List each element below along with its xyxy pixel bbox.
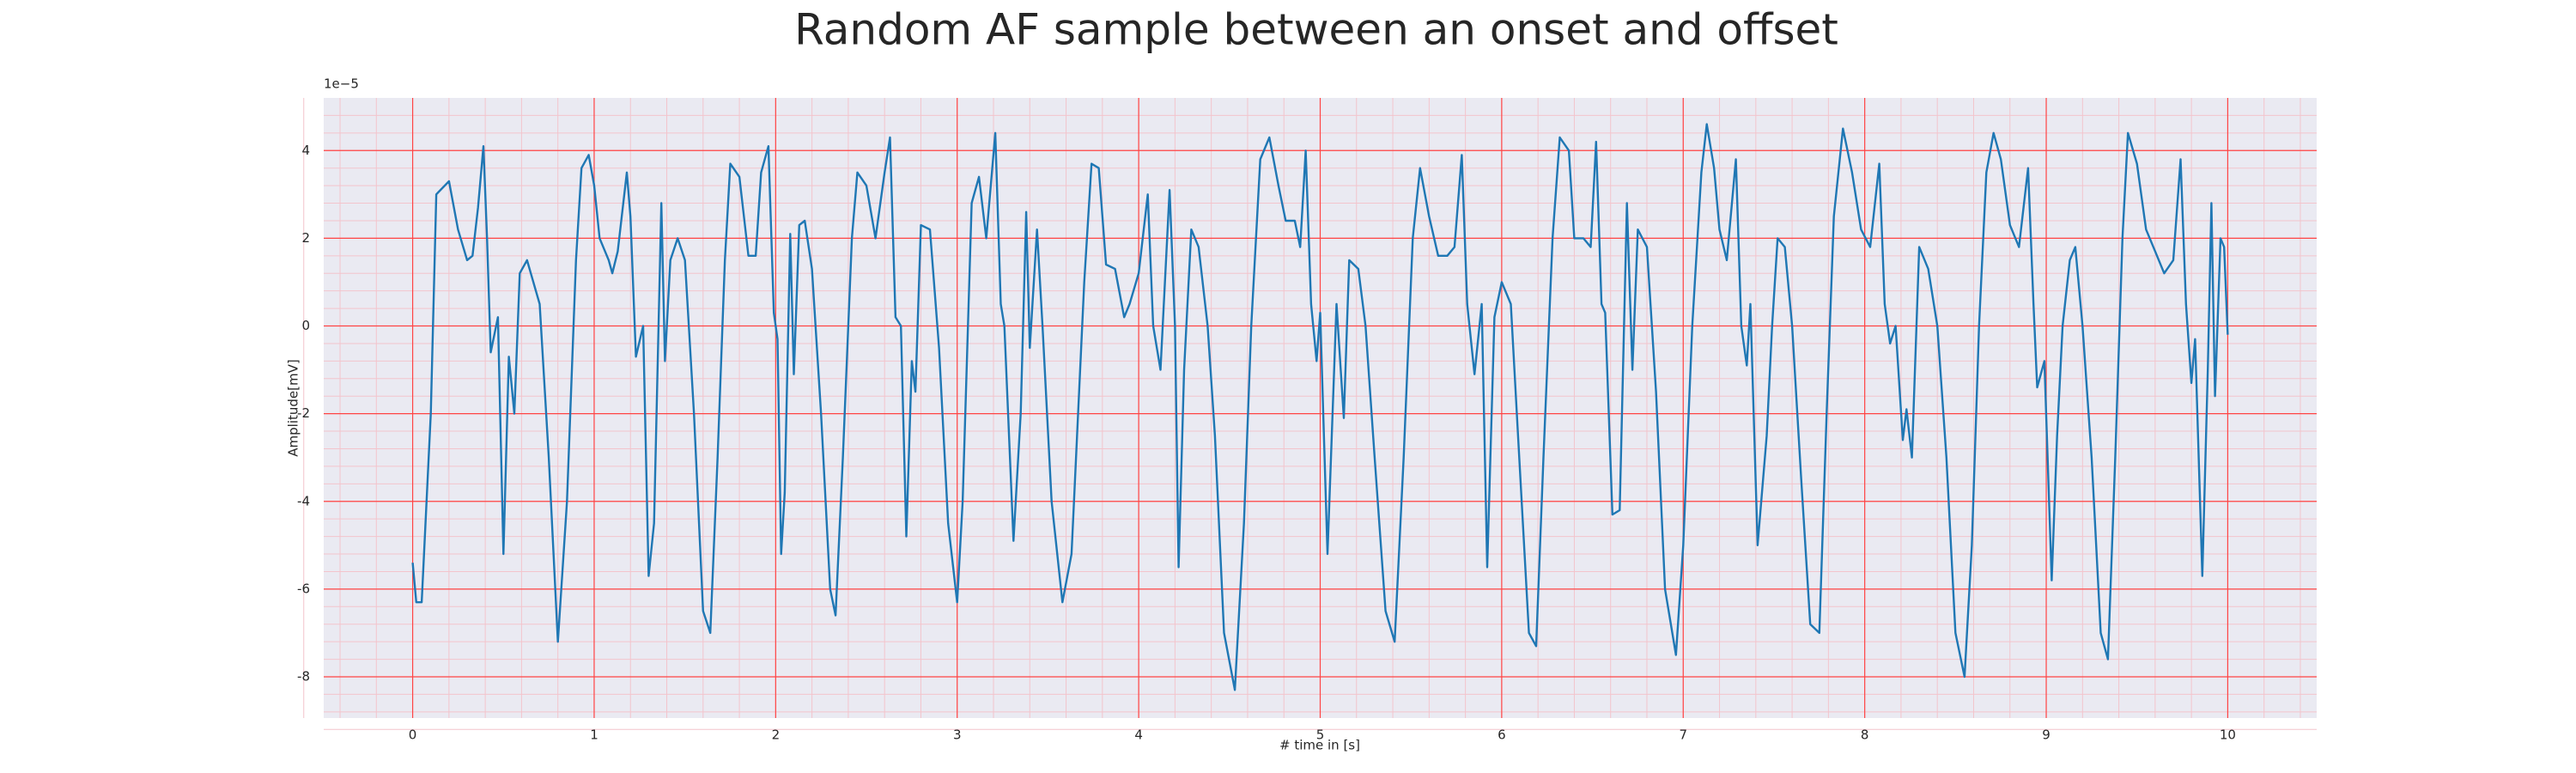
- x-tick-label: 1: [590, 727, 598, 743]
- y-tick-label: 2: [301, 230, 310, 246]
- data-line: [411, 123, 2229, 691]
- x-tick-label: 2: [772, 727, 781, 743]
- x-tick-label: 3: [953, 727, 962, 743]
- x-tick-label: 0: [409, 727, 417, 743]
- y-axis-label: Amplitude[mV]: [286, 359, 301, 456]
- x-tick-label: 5: [1316, 727, 1325, 743]
- y-tick-label: 4: [301, 143, 310, 158]
- x-tick-label: 4: [1134, 727, 1143, 743]
- y-offset-text: 1e−5: [324, 76, 359, 92]
- x-tick-label: 9: [2042, 727, 2050, 743]
- x-tick-label: 8: [1861, 727, 1869, 743]
- y-tick-label: 0: [301, 318, 310, 333]
- x-tick-label: 7: [1679, 727, 1687, 743]
- y-tick-label: -4: [297, 493, 310, 508]
- x-tick-label: 6: [1498, 727, 1506, 743]
- y-tick-label: -8: [297, 669, 310, 685]
- x-axis-label: # time in [s]: [1279, 738, 1360, 753]
- y-tick-label: -6: [297, 581, 310, 596]
- x-tick-label: 10: [2220, 727, 2236, 743]
- chart-title: Random AF sample between an onset and of…: [794, 5, 1838, 55]
- y-tick-label: -2: [297, 405, 310, 421]
